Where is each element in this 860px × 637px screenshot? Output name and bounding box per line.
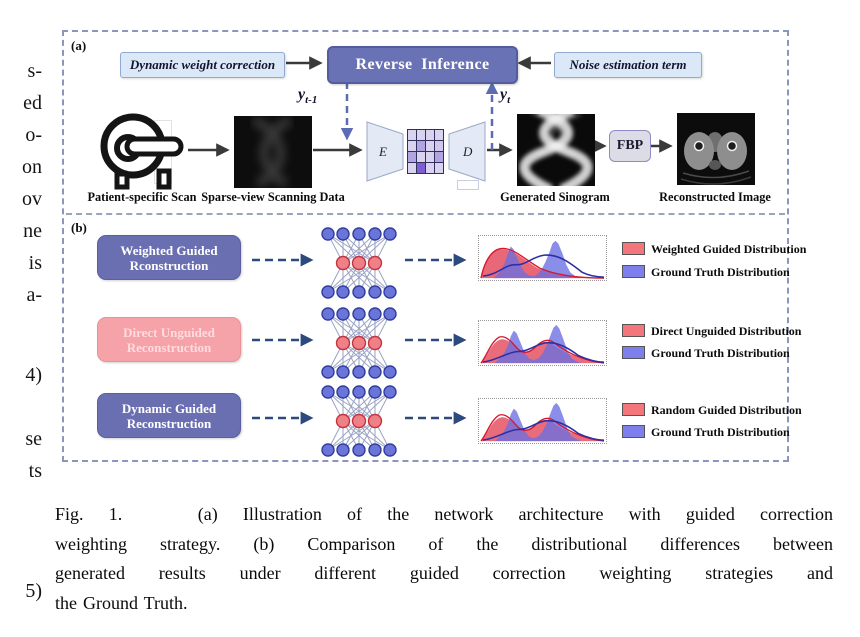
legend-label: Ground Truth Distribution [651, 425, 790, 439]
margin-fragment: s- [27, 60, 42, 82]
box-line: Dynamic Guided [121, 400, 217, 416]
figure-1: (a) Dynamic weight correction Reverse In… [62, 30, 806, 462]
margin-fragment: ts [28, 460, 42, 482]
margin-fragment: ed [23, 92, 42, 114]
y-t-minus-1-label: yt-1 [298, 86, 318, 107]
legend-label: Ground Truth Distribution [651, 265, 790, 279]
legend-swatch-red [622, 324, 645, 337]
margin-fragment: se [25, 428, 42, 450]
panel-a-label: (a) [71, 38, 87, 53]
y-t-label: yt [500, 86, 511, 107]
legend-label: Weighted Guided Distribution [651, 242, 807, 256]
box-line: Rconstruction [129, 257, 209, 273]
neural-network-diagram [320, 226, 398, 300]
margin-fragment: o- [25, 124, 42, 146]
legend-swatch-blue [622, 425, 645, 438]
fbp-box: FBP [609, 130, 651, 162]
margin-fragment: on [22, 156, 42, 178]
distribution-plot-random [478, 398, 607, 444]
decoder-label: D [462, 144, 473, 159]
legend-swatch-blue [622, 265, 645, 278]
box-line: Weighted Guided [120, 242, 218, 258]
label-reconstructed-image: Reconstructed Image [659, 190, 771, 204]
legend-label: Ground Truth Distribution [651, 346, 790, 360]
dynamic-weight-correction-box: Dynamic weight correction [120, 52, 285, 78]
legend-label: Direct Unguided Distribution [651, 324, 802, 338]
label-sparse-view-data: Sparse-view Scanning Data [201, 190, 345, 204]
margin-fragment: 4) [25, 364, 42, 386]
sinogram-image [517, 114, 595, 186]
legend-swatch-red [622, 403, 645, 416]
sparse-view-image [234, 116, 312, 188]
encoder-label: E [378, 144, 387, 159]
ct-scanner-icon [100, 113, 184, 190]
label-patient-specific-scan: Patient-specific Scan [87, 190, 197, 204]
decoder-footnote-rect [457, 180, 479, 190]
legend-swatch-blue [622, 346, 645, 359]
noise-estimation-term-box: Noise estimation term [554, 52, 702, 78]
direct-unguided-reconstruction-box: Direct Unguided Reconstruction [97, 317, 241, 362]
margin-fragment: 5) [25, 580, 42, 602]
caption-line: the Ground Truth. [55, 592, 188, 613]
panel-b-label: (b) [71, 220, 87, 235]
neural-network-diagram [320, 306, 398, 380]
decoder-trapezoid: D [448, 121, 486, 182]
legend-label: Random Guided Distribution [651, 403, 802, 417]
margin-fragment: ov [22, 188, 42, 210]
caption-line: weighting strategy. (b) Comparison of th… [55, 533, 833, 554]
margin-fragment: ne [23, 220, 42, 242]
box-line: Direct Unguided [123, 324, 215, 340]
reconstructed-image [677, 113, 755, 185]
weighted-guided-reconstruction-box: Weighted Guided Rconstruction [97, 235, 241, 280]
caption-line: generated results under different guided… [55, 563, 833, 583]
caption-line: Fig. 1. (a) Illustration of the network … [55, 504, 833, 524]
margin-fragment: is [28, 252, 42, 274]
label-generated-sinogram: Generated Sinogram [500, 190, 610, 204]
neural-network-diagram [320, 384, 398, 458]
dynamic-guided-reconstruction-box: Dynamic Guided Reconstruction [97, 393, 241, 438]
adjacent-column-fragments: s- ed o- on ov ne is a- 4) se ts 5) [0, 0, 46, 637]
box-line: Reconstruction [126, 339, 212, 355]
figure-caption: Fig. 1. (a) Illustration of the network … [55, 500, 833, 618]
distribution-plot-weighted [478, 235, 607, 281]
latent-grid [407, 129, 444, 174]
box-line: Reconstruction [126, 415, 212, 431]
reverse-inference-box: Reverse Inference [327, 46, 518, 84]
margin-fragment: a- [26, 284, 42, 306]
legend-swatch-red [622, 242, 645, 255]
encoder-trapezoid: E [366, 121, 404, 182]
distribution-plot-direct [478, 320, 607, 366]
panel-separator [66, 213, 785, 215]
